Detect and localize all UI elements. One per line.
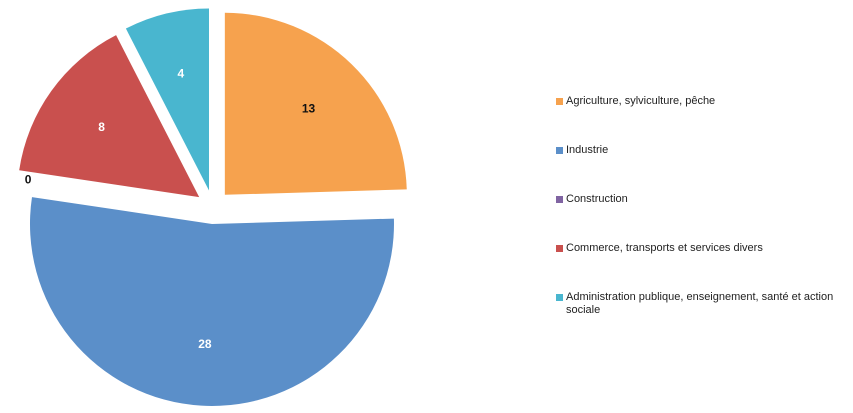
legend-swatch-administration-publique-enseignement-sante-et-action-sociale (556, 294, 563, 301)
data-label-industrie: 28 (198, 337, 212, 351)
legend-swatch-agriculture-sylviculture-peche (556, 98, 563, 105)
pie-slice-commerce-transports-et-services-divers (19, 35, 200, 198)
legend: Agriculture, sylviculture, pêche Industri… (556, 95, 846, 317)
data-label-commerce-transports-et-services-divers: 8 (98, 120, 105, 134)
legend-swatch-industrie (556, 147, 563, 154)
legend-swatch-construction (556, 196, 563, 203)
legend-label-agriculture-sylviculture-peche: Agriculture, sylviculture, pêche (566, 95, 716, 107)
legend-label-industrie: Industrie (566, 144, 609, 156)
legend-swatch-commerce-transports-et-services-divers (556, 245, 563, 252)
legend-label-commerce-transports-et-services-divers: Commerce, transports et services divers (566, 242, 763, 254)
pie-slice-administration-publique-enseignement-sante-et-action-sociale (125, 8, 210, 191)
pie-slice-agriculture-sylviculture-peche (224, 12, 407, 195)
pie-slice-industrie (29, 197, 394, 406)
legend-item-agriculture-sylviculture-peche: Agriculture, sylviculture, pêche (556, 95, 846, 108)
legend-item-administration-publique-enseignement-sante-et-action-sociale: Administration publique, enseignement, s… (556, 291, 846, 317)
data-label-administration-publique-enseignement-sante-et-action-sociale: 4 (177, 67, 184, 81)
legend-item-construction: Construction (556, 193, 846, 206)
legend-item-industrie: Industrie (556, 144, 846, 157)
pie-plot-area: 13 28 0 8 4 (19, 8, 407, 406)
legend-item-commerce-transports-et-services-divers: Commerce, transports et services divers (556, 242, 846, 255)
legend-label-construction: Construction (566, 193, 628, 205)
legend-label-administration-publique-enseignement-sante-et-action-sociale: Administration publique, enseignement, s… (566, 291, 834, 316)
data-label-construction: 0 (25, 172, 32, 186)
data-label-agriculture-sylviculture-peche: 13 (302, 102, 316, 116)
